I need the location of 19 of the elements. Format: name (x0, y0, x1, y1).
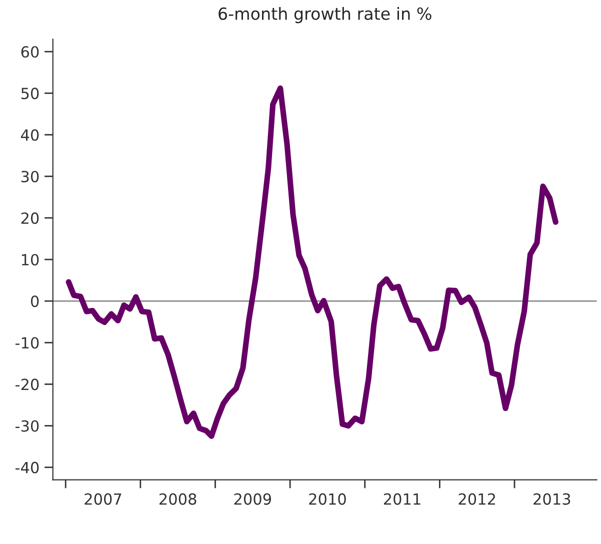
y-tick-label: 20 (21, 212, 39, 224)
x-tick-label: 2012 (458, 493, 495, 505)
y-tick-label: 30 (21, 170, 39, 182)
y-tick-label: 60 (21, 46, 39, 58)
x-tick-label: 2010 (309, 493, 346, 505)
x-tick-label: 2011 (384, 493, 420, 505)
x-tick-label: 2008 (160, 493, 196, 505)
y-tick-label: -30 (15, 420, 39, 432)
y-tick-label: -20 (15, 378, 39, 390)
y-tick-label: 40 (21, 129, 39, 141)
y-tick-label: -10 (15, 337, 39, 349)
y-tick-label: -40 (15, 462, 39, 474)
chart-title: 6-month growth rate in % (218, 7, 432, 24)
x-tick-label: 2013 (534, 493, 570, 505)
x-tick-label: 2009 (234, 493, 272, 505)
y-tick-label: 10 (22, 254, 39, 266)
y-tick-label: 0 (30, 296, 39, 308)
x-tick-label: 2007 (84, 493, 122, 505)
y-tick-label: 50 (21, 88, 39, 100)
